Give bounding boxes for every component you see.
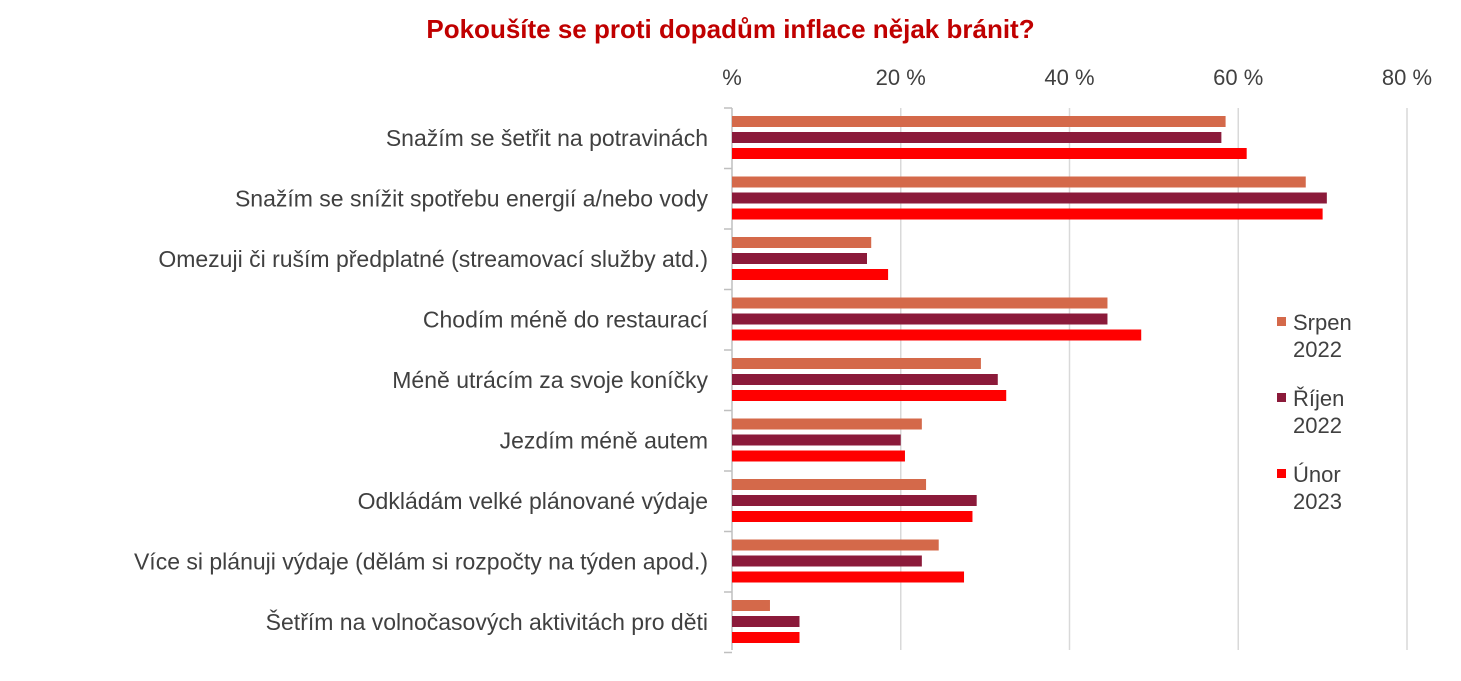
bar [732,434,901,446]
bar [732,390,1007,401]
bar [732,450,905,462]
category-label: Chodím méně do restaurací [423,307,709,333]
bar [732,358,981,369]
x-tick-label: 20 % [876,65,926,90]
bar [732,374,998,385]
legend-swatch [1277,469,1286,478]
bar [732,253,867,264]
bar [732,116,1226,127]
bar [732,148,1247,159]
bar [732,511,973,522]
category-label: Jezdím méně autem [500,428,708,454]
bar [732,479,927,490]
legend-label: Únor [1293,462,1341,487]
category-label: Snažím se snížit spotřebu energií a/nebo… [235,186,709,212]
bar [732,237,872,248]
bar [732,329,1142,341]
x-tick-label: 40 % [1044,65,1094,90]
category-label: Snažím se šetřit na potravinách [386,125,708,151]
legend-label: 2022 [1293,337,1342,362]
bar [732,495,977,506]
bar [732,132,1222,143]
legend-label: 2022 [1293,413,1342,438]
category-label: Šetřím na volnočasových aktivitách pro d… [266,608,708,635]
legend-label: Srpen [1293,310,1352,335]
category-label: Odkládám velké plánované výdaje [358,488,708,514]
x-tick-label: 60 % [1213,65,1263,90]
legend-label: Říjen [1293,386,1344,411]
bar [732,176,1306,188]
bar [732,600,770,611]
legend-swatch [1277,317,1286,326]
bar [732,418,922,430]
bar [732,616,800,627]
x-tick-label: % [722,65,742,90]
chart-title: Pokoušíte se proti dopadům inflace nějak… [426,14,1035,44]
legend-label: 2023 [1293,489,1342,514]
bar [732,313,1108,325]
bar [732,208,1323,220]
category-label: Omezuji či ruším předplatné (streamovací… [158,246,708,272]
bar [732,192,1327,204]
bar [732,632,800,643]
bar [732,297,1108,309]
bar [732,539,939,551]
bar [732,269,889,280]
x-tick-label: 80 % [1382,65,1432,90]
category-label: Více si plánuji výdaje (dělám si rozpočt… [134,549,708,575]
bar [732,555,922,567]
category-label: Méně utrácím za svoje koníčky [392,367,708,393]
bar [732,571,965,583]
legend-swatch [1277,393,1286,402]
